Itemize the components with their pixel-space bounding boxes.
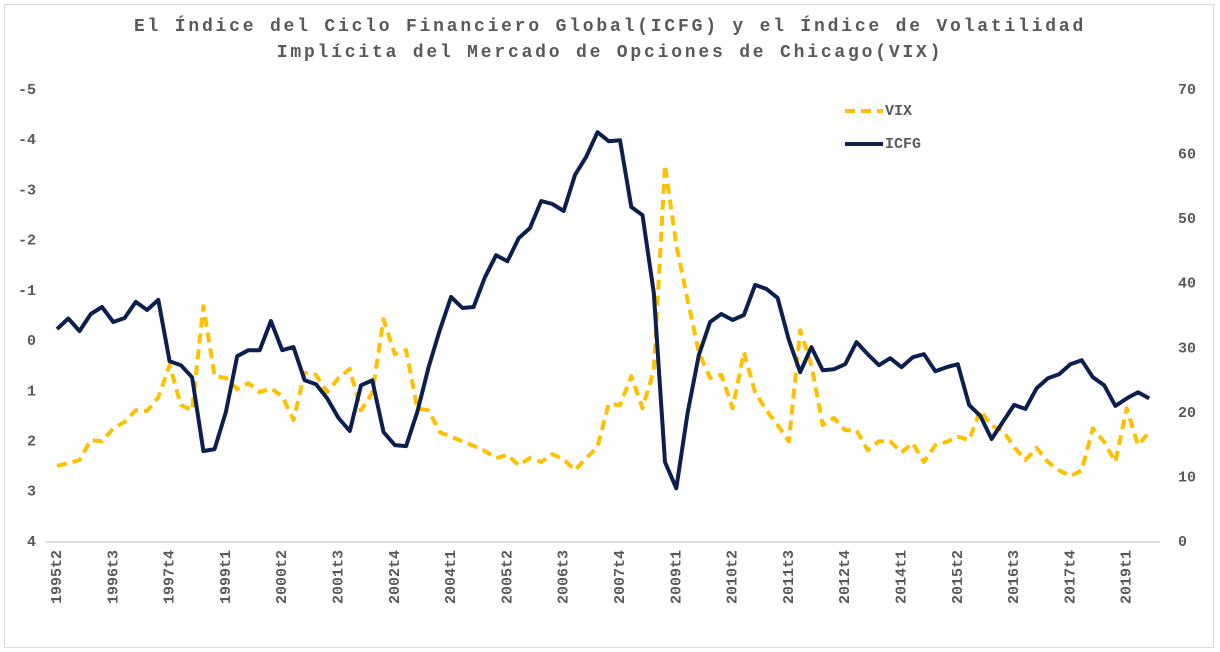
- x-tick-label: 2002t4: [387, 550, 404, 604]
- y-tick-label: 0: [27, 333, 36, 350]
- x-tick-label: 2004t1: [443, 550, 460, 604]
- x-tick-label: 2006t3: [556, 550, 573, 604]
- x-tick-label: 2019t1: [1119, 550, 1136, 604]
- y2-tick-label: 40: [1178, 276, 1196, 293]
- y2-tick-label: 60: [1178, 147, 1196, 164]
- x-tick-label: 1999t1: [218, 550, 235, 604]
- line-vix: [56, 162, 1151, 479]
- y-tick-label: 1: [27, 383, 36, 400]
- x-tick-label: 2007t4: [612, 550, 629, 604]
- legend-label: ICFG: [885, 136, 921, 153]
- chart-title: El Índice del Ciclo Financiero Global(IC…: [133, 17, 1087, 63]
- y2-tick-label: 20: [1178, 405, 1196, 422]
- x-tick-label: 2012t4: [837, 550, 854, 604]
- y2-tick-label: 10: [1178, 469, 1196, 486]
- y-tick-label: 2: [27, 434, 36, 451]
- line-icfg: [55, 130, 1151, 491]
- chart-frame: [4, 4, 1214, 648]
- x-tick-label: 2011t3: [781, 550, 798, 604]
- x-tick-label: 2005t2: [499, 550, 516, 604]
- y-tick-label: -3: [18, 182, 36, 199]
- x-tick-label: 2016t3: [1006, 550, 1023, 604]
- x-tick-label: 2000t2: [274, 550, 291, 604]
- x-tick-label: 2010t2: [725, 550, 742, 604]
- y-tick-label: 3: [27, 484, 36, 501]
- x-tick-label: 2017t4: [1062, 550, 1079, 604]
- x-tick-label: 2015t2: [950, 550, 967, 604]
- legend-label: VIX: [885, 103, 912, 120]
- x-tick-label: 1997t4: [162, 550, 179, 604]
- y2-tick-label: 70: [1178, 82, 1196, 99]
- y2-tick-label: 0: [1178, 534, 1187, 551]
- x-tick-label: 1996t3: [105, 550, 122, 604]
- x-tick-label: 2001t3: [330, 550, 347, 604]
- x-tick-label: 2009t1: [668, 550, 685, 604]
- x-tick-label: 1995t2: [49, 550, 66, 604]
- y-tick-label: -4: [18, 132, 36, 149]
- y-tick-label: 4: [27, 534, 36, 551]
- y-tick-label: -5: [18, 82, 36, 99]
- y-tick-label: -1: [18, 283, 36, 300]
- x-tick-label: 2014t1: [893, 550, 910, 604]
- y-tick-label: -2: [18, 233, 36, 250]
- y2-tick-label: 30: [1178, 340, 1196, 357]
- y2-tick-label: 50: [1178, 211, 1196, 228]
